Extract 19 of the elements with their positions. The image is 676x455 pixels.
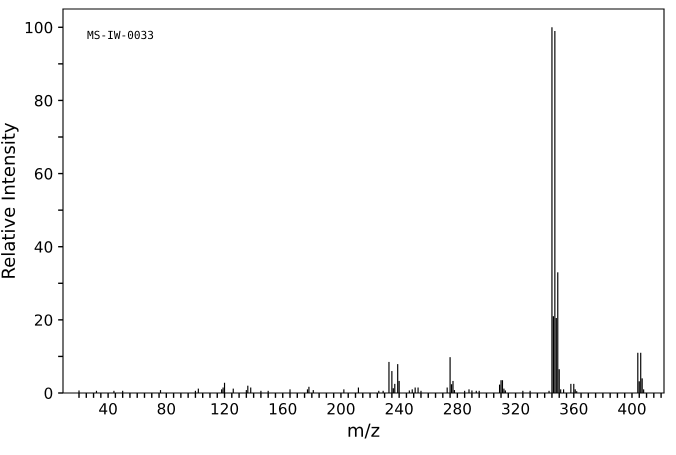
x-tick-label: 240 [386,402,413,415]
x-tick-label: 120 [212,402,238,415]
x-tick-label: 400 [618,402,646,415]
x-tick-label: 280 [444,402,471,415]
y-tick-label: 20 [34,314,52,326]
x-tick-label: 200 [327,402,355,415]
y-tick-label: 60 [34,168,52,180]
x-tick-label: 40 [99,402,117,415]
x-tick-label: 320 [502,402,530,415]
y-axis-title: Relative Intensity [1,122,19,278]
y-tick-label: 0 [44,387,52,400]
y-tick-label: 80 [34,94,52,106]
y-tick-label: 100 [26,22,52,34]
x-tick-label: 360 [560,402,588,415]
annotation: MS-IW-0033 [88,30,154,40]
x-tick-label: 160 [270,402,296,415]
y-tick-label: 40 [34,241,52,253]
x-axis-title: m/z [348,424,380,438]
x-tick-label: 80 [158,402,176,415]
